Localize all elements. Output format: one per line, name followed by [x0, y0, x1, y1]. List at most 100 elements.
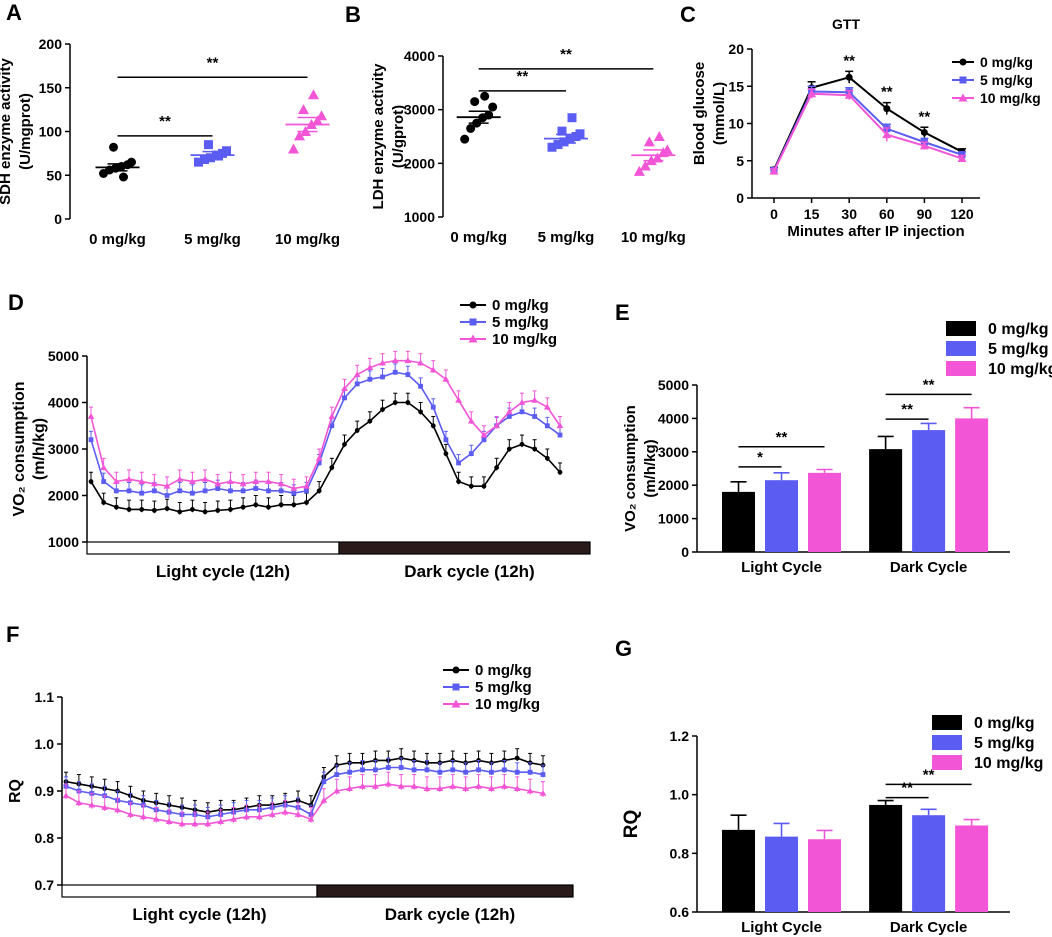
y-tick-label: 1.2 [670, 728, 690, 744]
y-tick-label: 5 [736, 153, 744, 169]
y-tick-label: 0 [54, 211, 62, 227]
series-line [773, 90, 963, 171]
significance-label: ** [843, 52, 855, 69]
dark-cycle-label: Dark cycle (12h) [404, 562, 534, 581]
data-point [151, 488, 157, 494]
y-tick-label: 2000 [658, 477, 689, 493]
data-point [200, 155, 209, 164]
data-point [190, 507, 195, 512]
data-point [109, 142, 118, 152]
data-point [373, 767, 378, 773]
data-point [532, 414, 538, 419]
data-point [239, 480, 247, 487]
data-point [126, 507, 132, 512]
data-point [230, 815, 237, 822]
legend-label: 0 mg/kg [974, 715, 1034, 732]
data-point [165, 818, 173, 824]
panel-letter: F [6, 622, 19, 647]
data-point [527, 769, 533, 775]
y-tick-label: 1000 [404, 209, 435, 225]
y-tick-label: 0.9 [35, 783, 55, 799]
data-point [540, 772, 546, 777]
bar [808, 472, 842, 552]
y-tick-label: 1000 [48, 534, 79, 550]
y-tick-label: 0.7 [35, 877, 55, 893]
data-point [845, 73, 853, 81]
data-point [333, 787, 341, 794]
data-point [253, 502, 259, 508]
data-point [380, 407, 385, 412]
panel-C: C 0 5 10 15 20 Blood glucose (mmol/L) 0 15 30 60 90 1… [680, 2, 1041, 240]
data-point [164, 493, 170, 498]
data-point [470, 97, 480, 107]
data-point [567, 113, 577, 123]
data-point [526, 787, 534, 794]
light-cycle-bar [86, 541, 340, 555]
legend-label: 10 mg/kg [980, 90, 1041, 106]
legend-marker [469, 301, 477, 309]
data-point [266, 488, 271, 494]
data-point [539, 789, 547, 796]
data-point [505, 408, 513, 415]
data-point [475, 782, 482, 789]
data-point [255, 813, 263, 820]
data-point [442, 375, 450, 382]
significance-label: ** [776, 429, 788, 446]
bar [722, 829, 756, 912]
y-tick-label: 150 [39, 80, 63, 96]
y-axis-label: VO₂ consumption [622, 405, 639, 532]
data-point [308, 89, 319, 100]
data-point [294, 811, 302, 817]
chart-title: GTT [832, 16, 860, 32]
x-tick-label: 30 [841, 206, 857, 222]
data-point [392, 400, 398, 405]
significance-label: ** [560, 46, 572, 63]
data-point [359, 782, 366, 789]
data-point [557, 469, 563, 475]
data-point [418, 409, 423, 415]
data-point [126, 488, 132, 494]
y-axis-label: RQ [7, 779, 24, 803]
y-tick-label: 4000 [658, 410, 689, 426]
legend-label: 0 mg/kg [980, 54, 1033, 70]
data-point [405, 372, 411, 377]
significance-label: ** [207, 54, 219, 71]
data-point [430, 423, 436, 429]
data-point [468, 451, 474, 457]
y-axis-label: (m/h/kg) [642, 439, 659, 497]
data-point [494, 465, 500, 470]
data-point [88, 437, 94, 443]
data-point [354, 381, 360, 387]
y-tick-label: 0 [681, 544, 689, 560]
data-point [222, 146, 231, 156]
data-point [191, 820, 199, 827]
data-point [139, 507, 145, 512]
x-tick-label: 15 [804, 206, 820, 222]
y-tick-label: 1000 [658, 511, 689, 527]
bar [955, 825, 989, 912]
data-point [127, 157, 136, 167]
significance-label: ** [919, 108, 931, 125]
data-point [500, 782, 508, 789]
data-point [215, 507, 221, 513]
data-point [456, 460, 461, 466]
data-point [139, 813, 147, 820]
data-point [430, 404, 436, 410]
y-tick-label: 20 [728, 41, 744, 57]
data-point [436, 785, 444, 792]
data-point [253, 486, 259, 491]
data-point [481, 483, 487, 489]
data-point [347, 769, 353, 775]
data-point [488, 102, 498, 112]
data-point [410, 782, 418, 789]
panel-letter: B [345, 2, 361, 27]
data-point [455, 396, 462, 403]
data-point [466, 123, 476, 133]
data-point [113, 504, 119, 510]
data-point [88, 479, 94, 484]
y-axis-label: LDH enzyme activity [370, 63, 387, 210]
series-line [65, 766, 544, 818]
y-tick-label: 3000 [48, 441, 79, 457]
data-point [443, 451, 449, 457]
